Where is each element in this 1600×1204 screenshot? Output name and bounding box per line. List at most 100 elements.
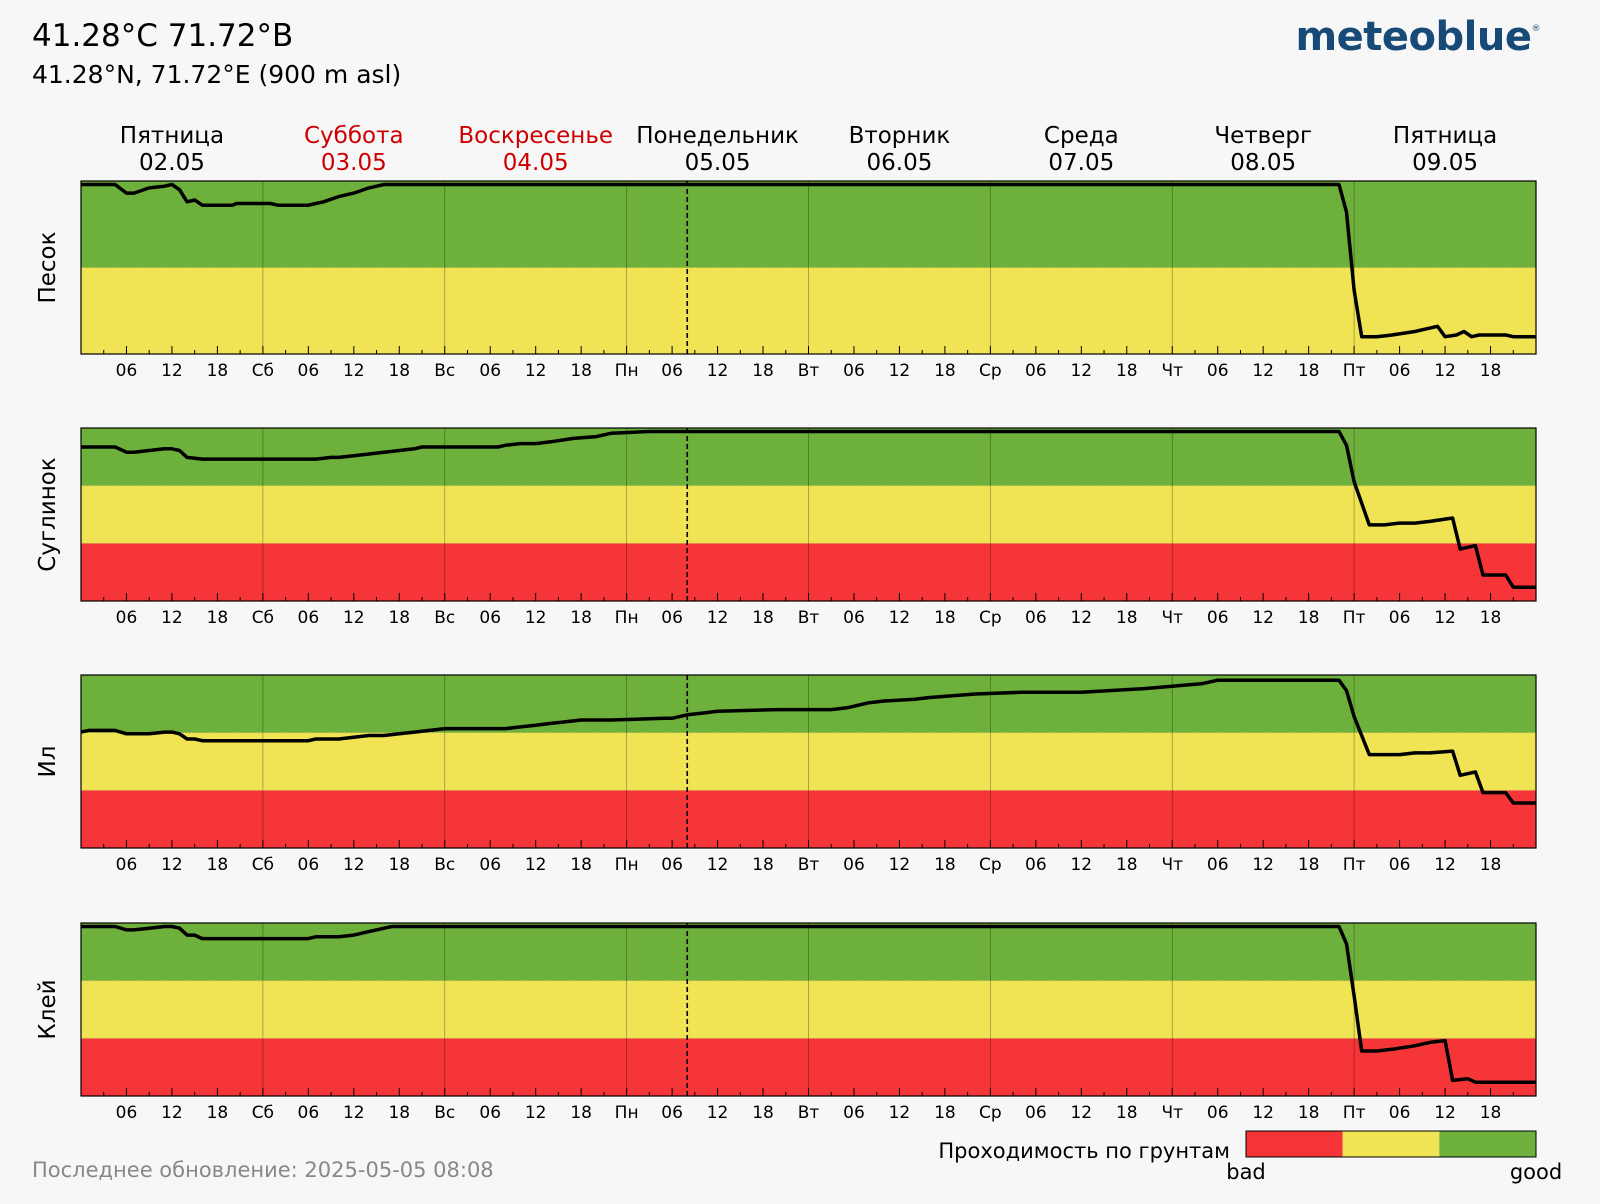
- x-tick-label: 06: [1207, 1103, 1229, 1123]
- zone-medium: [81, 485, 1536, 544]
- series-line-Клей: [81, 924, 1536, 1084]
- zone-good: [81, 923, 1536, 981]
- x-tick-label: 12: [1070, 1103, 1092, 1123]
- x-tick-label: 12: [343, 855, 365, 875]
- x-tick-label: 06: [843, 1103, 865, 1123]
- x-tick-label: 18: [934, 361, 956, 381]
- day-date-label: 05.05: [685, 150, 751, 176]
- legend-frame: [1245, 1130, 1537, 1158]
- x-tick-label: Вс: [434, 608, 455, 628]
- day-date-label: 09.05: [1412, 150, 1478, 176]
- legend-swatch: [1246, 1131, 1343, 1157]
- x-tick-label: 12: [525, 361, 547, 381]
- x-tick-label: 06: [116, 361, 138, 381]
- panel-2: 06 12 18 Сб 06 12 18 Вс 06 12 18 Пн 06 12 18 Вт 06 12 18 Ср…: [35, 674, 1537, 875]
- x-tick-label: 06: [298, 361, 320, 381]
- zone-bad: [81, 1038, 1536, 1096]
- x-tick-label: 06: [116, 855, 138, 875]
- x-tick-label: 12: [525, 1103, 547, 1123]
- panel-ylabel: Ил: [35, 746, 61, 778]
- x-tick-label: 06: [116, 1103, 138, 1123]
- x-tick-label: Сб: [252, 855, 274, 875]
- x-tick-label: 12: [889, 361, 911, 381]
- x-tick-label: 12: [1434, 361, 1456, 381]
- x-tick-label: 06: [661, 855, 683, 875]
- day-name-label: Четверг: [1214, 123, 1312, 149]
- zone-bad: [81, 543, 1536, 601]
- x-tick-label: 18: [388, 1103, 410, 1123]
- x-tick-label: 06: [298, 855, 320, 875]
- x-tick-label: Вт: [798, 361, 820, 381]
- legend-swatch: [1342, 1131, 1440, 1157]
- x-tick-label: Вс: [434, 855, 455, 875]
- x-tick-label: Пн: [615, 1103, 639, 1123]
- day-date-label: 06.05: [867, 150, 933, 176]
- x-tick-label: 12: [161, 855, 183, 875]
- x-tick-label: Пт: [1343, 1103, 1366, 1123]
- x-tick-label: 12: [707, 361, 729, 381]
- x-tick-label: 06: [1389, 608, 1411, 628]
- day-name-label: Среда: [1044, 123, 1119, 149]
- x-tick-label: Сб: [252, 608, 274, 628]
- x-tick-label: 06: [116, 608, 138, 628]
- series-line-Песок: [81, 182, 1536, 339]
- x-tick-label: 06: [843, 855, 865, 875]
- x-tick-label: 12: [707, 855, 729, 875]
- panel-ylabel: Песок: [35, 231, 61, 303]
- x-tick-label: Пн: [615, 855, 639, 875]
- x-tick-label: 12: [1434, 855, 1456, 875]
- x-tick-label: 06: [1207, 855, 1229, 875]
- x-tick-label: 12: [1434, 608, 1456, 628]
- zone-medium: [81, 732, 1536, 791]
- day-date-label: 07.05: [1048, 150, 1114, 176]
- x-tick-label: 18: [752, 608, 774, 628]
- x-tick-label: 12: [1252, 608, 1274, 628]
- x-tick-label: 12: [707, 608, 729, 628]
- x-tick-label: 06: [479, 1103, 501, 1123]
- day-name-label: Воскресенье: [458, 123, 613, 149]
- day-date-label: 04.05: [503, 150, 569, 176]
- x-tick-label: 18: [570, 608, 592, 628]
- x-tick-label: Чт: [1161, 855, 1183, 875]
- zone-bad: [81, 790, 1536, 848]
- x-tick-label: 18: [1480, 608, 1502, 628]
- x-tick-label: 06: [843, 361, 865, 381]
- x-tick-label: 06: [661, 1103, 683, 1123]
- x-tick-label: 18: [1480, 361, 1502, 381]
- x-tick-label: 12: [1252, 1103, 1274, 1123]
- x-tick-label: 06: [298, 1103, 320, 1123]
- series-line-Ил: [80, 678, 1536, 805]
- x-tick-label: 12: [1252, 361, 1274, 381]
- x-tick-label: 18: [207, 1103, 229, 1123]
- x-tick-label: Пт: [1343, 608, 1366, 628]
- meteoblue-logo[interactable]: meteoblue®: [1296, 14, 1541, 60]
- x-tick-label: Вт: [798, 1103, 820, 1123]
- location-coordinates: 41.28°N, 71.72°E (900 m asl): [32, 60, 402, 89]
- x-tick-label: 18: [1116, 1103, 1138, 1123]
- x-tick-label: 18: [388, 608, 410, 628]
- day-date-label: 08.05: [1230, 150, 1296, 176]
- x-tick-label: 18: [1298, 608, 1320, 628]
- x-tick-label: 12: [161, 608, 183, 628]
- x-tick-label: 18: [570, 855, 592, 875]
- x-tick-label: Ср: [979, 361, 1002, 381]
- x-tick-label: Чт: [1161, 608, 1183, 628]
- x-tick-label: 12: [343, 608, 365, 628]
- x-tick-label: 18: [934, 1103, 956, 1123]
- x-tick-label: 18: [752, 1103, 774, 1123]
- x-tick-label: 06: [843, 608, 865, 628]
- day-name-label: Пятница: [1393, 123, 1497, 149]
- zone-good: [81, 181, 1536, 268]
- legend-bad-label: bad: [1226, 1160, 1266, 1184]
- x-tick-label: 12: [889, 1103, 911, 1123]
- x-tick-label: Чт: [1161, 1103, 1183, 1123]
- x-tick-label: Сб: [252, 361, 274, 381]
- day-date-label: 02.05: [139, 150, 205, 176]
- registered-mark: ®: [1531, 24, 1541, 34]
- x-tick-label: 18: [1298, 361, 1320, 381]
- x-tick-label: 12: [1252, 855, 1274, 875]
- x-tick-label: 18: [388, 855, 410, 875]
